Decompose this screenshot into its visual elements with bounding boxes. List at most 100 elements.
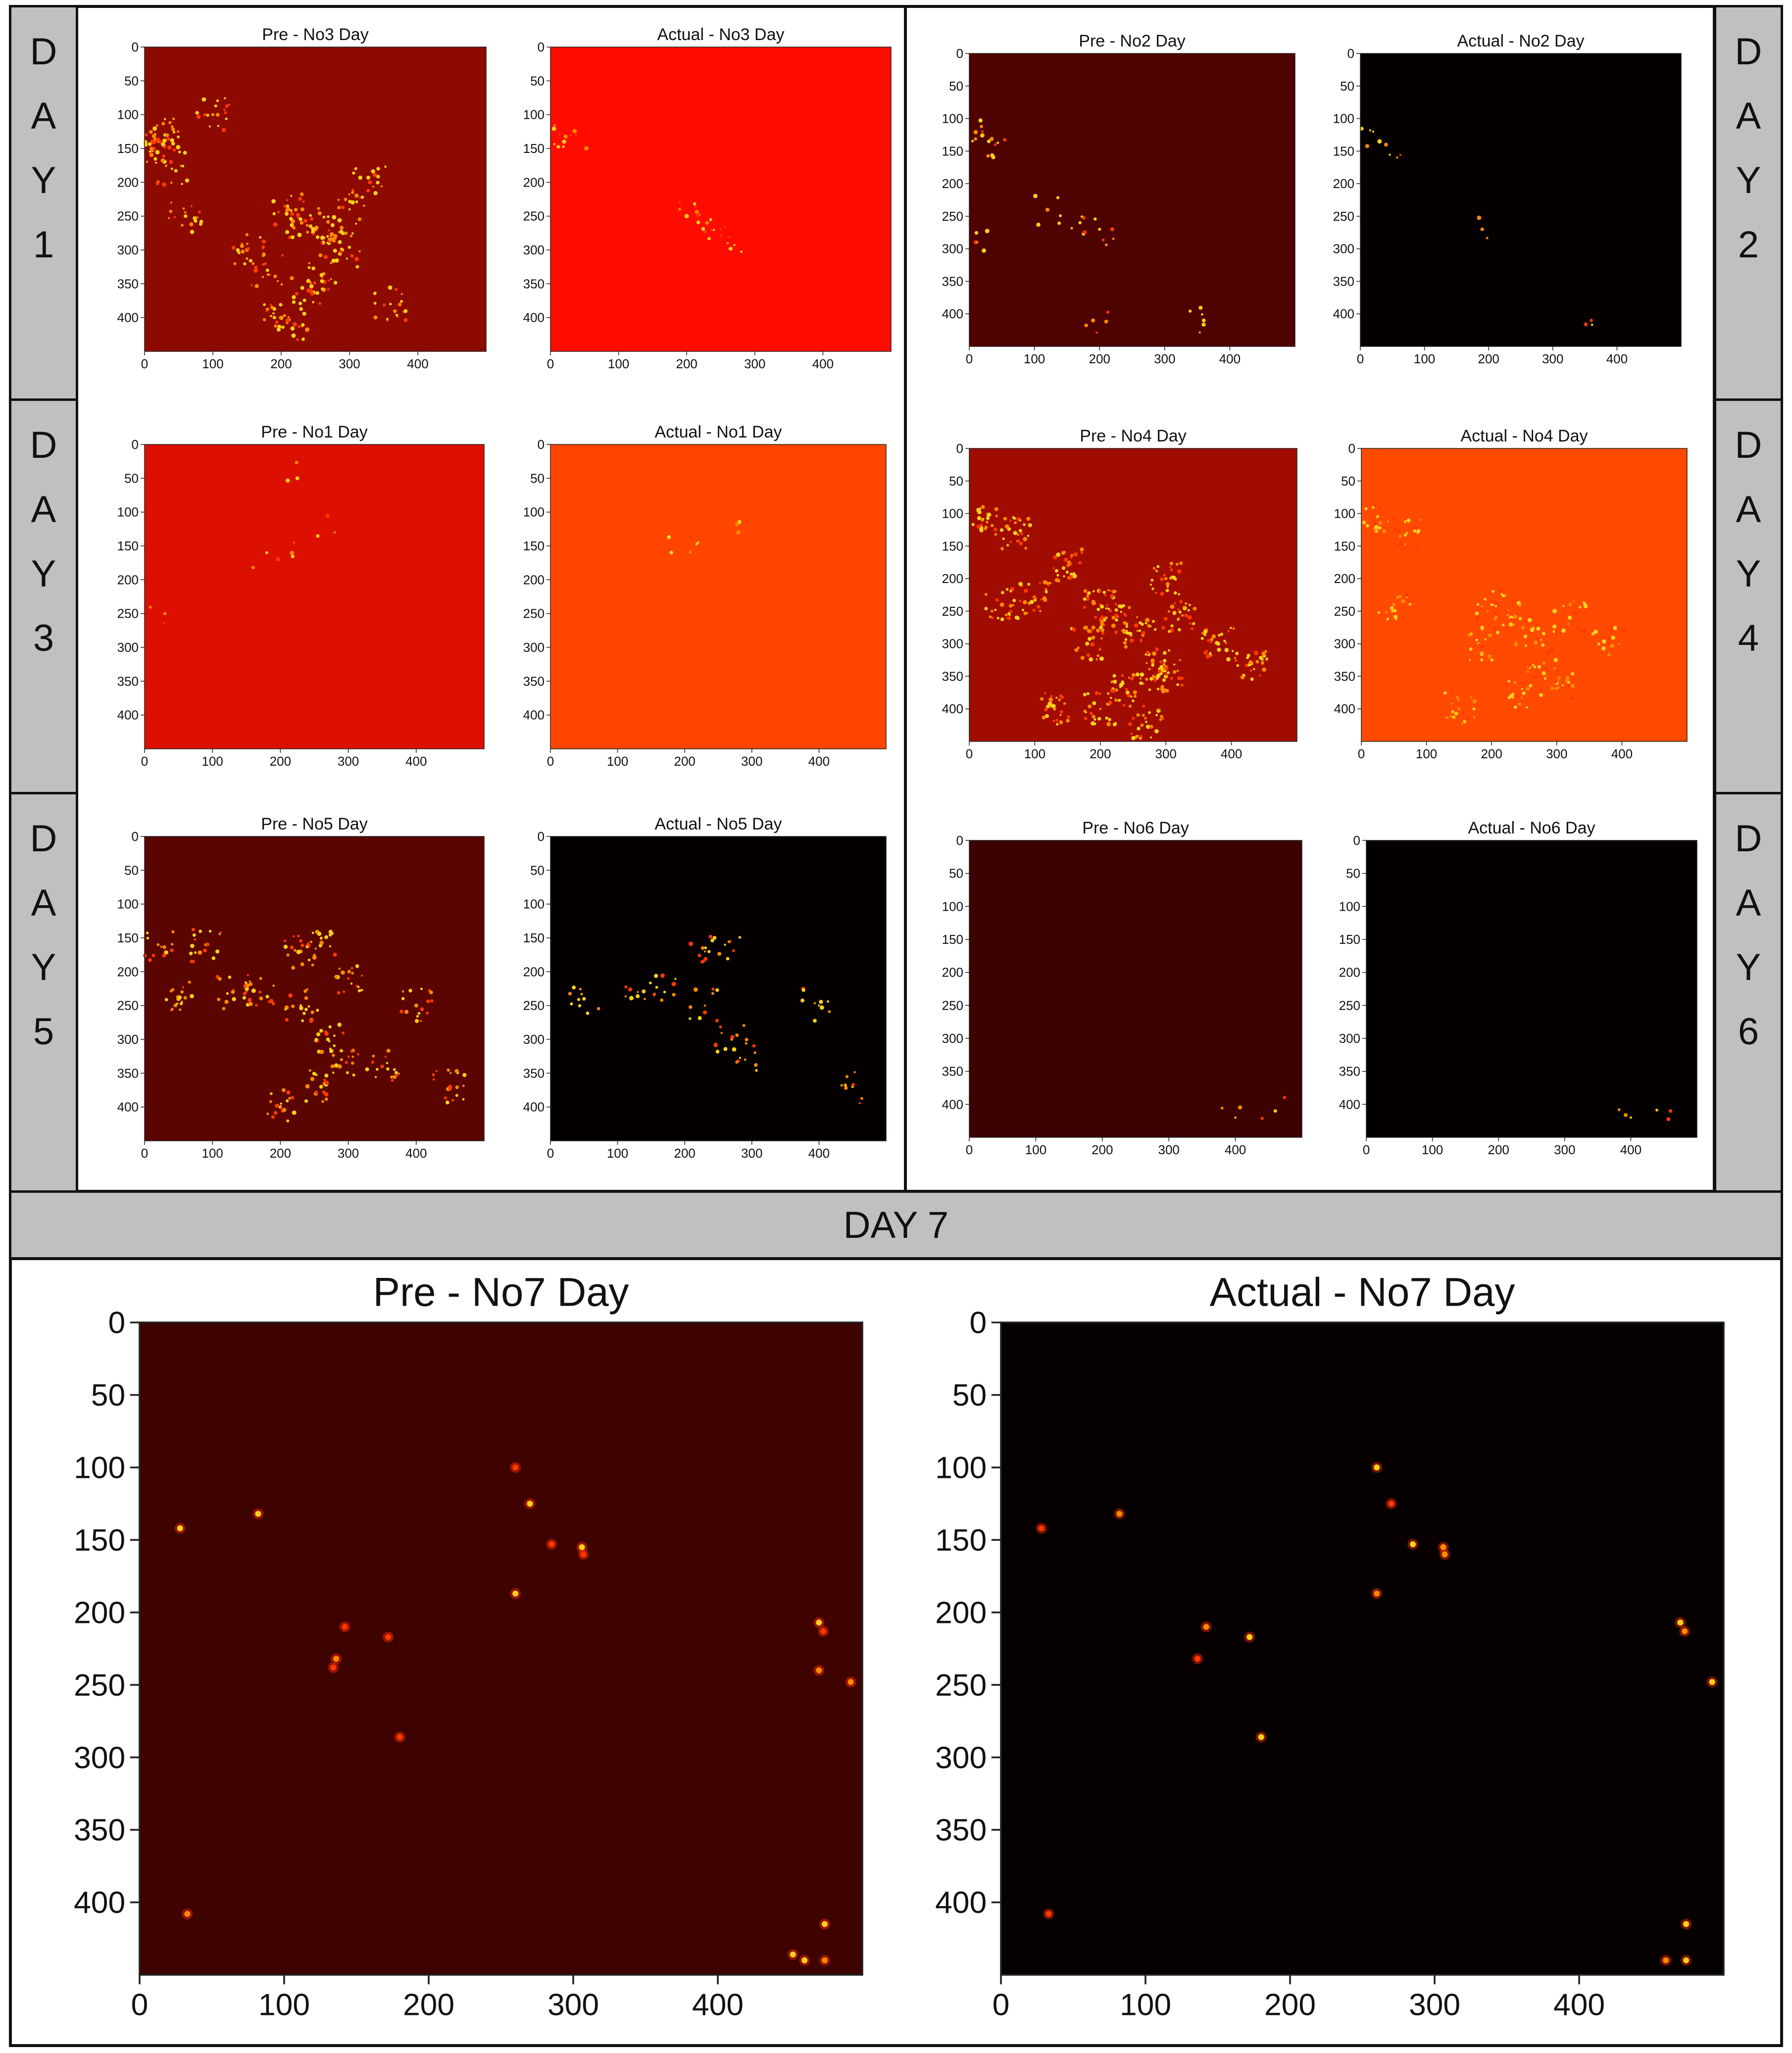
hotspot-point [177,1525,183,1531]
hotspot-point [1072,572,1076,576]
hotspot-point [173,131,176,134]
hotspot-point [689,1005,693,1009]
hotspot-point [1573,611,1578,616]
hotspot-point [845,1075,849,1078]
hotspot-point [1130,732,1133,735]
hotspot-point [279,316,283,320]
panel-title: Pre - No7 Day [373,1270,629,1315]
hotspot-point [1525,644,1527,647]
hotspot-point [343,990,346,993]
y-tick-label: 350 [942,274,963,289]
hotspot-point [376,1068,379,1071]
y-tick-label: 150 [1339,932,1360,947]
hotspot-point [1170,677,1173,680]
hotspot-point [236,248,240,252]
hotspot-point [329,1049,334,1053]
hotspot-point [246,243,249,245]
hotspot-point [717,952,722,956]
hotspot-point [754,1063,758,1067]
hotspot-point [398,1073,400,1075]
hotspot-point [190,994,194,999]
hotspot-point [1019,599,1022,602]
hotspot-point [1170,624,1174,628]
y-tick-label: 100 [942,506,963,521]
hotspot-point [314,1090,318,1094]
hotspot-point [254,284,259,289]
hotspot-point [327,288,330,291]
hotspot-point [211,956,216,960]
hotspot-point [1156,687,1160,690]
hotspot-point [1115,688,1118,692]
hotspot-point [376,175,380,179]
hotspot-point [1451,710,1454,713]
hotspot-group [174,1462,856,1966]
hotspot-point [822,1921,828,1927]
y-tick-label: 150 [942,144,963,158]
day2-char: A [1736,95,1761,137]
day1-char: 1 [33,224,54,266]
hotspot-point [148,142,152,146]
hotspot-point [173,1003,178,1008]
hotspot-point [1080,656,1085,660]
x-tick-label: 200 [270,754,291,769]
hotspot-point [1189,309,1192,313]
hotspot-point [1174,602,1176,605]
hotspot-point [1045,705,1049,708]
y-tick-label: 100 [1333,111,1354,126]
hotspot-point [295,476,299,481]
hotspot-point [1162,678,1166,682]
hotspot-point [701,227,705,231]
hotspot-point [313,281,316,285]
hotspot-point [1223,639,1226,642]
hotspot-point [818,1004,820,1007]
x-tick-label: 0 [141,1146,148,1161]
hotspot-point [1047,584,1050,587]
x-tick-label: 400 [405,1146,427,1161]
hotspot-point [1254,650,1258,655]
hotspot-point [280,1102,283,1105]
hotspot-point [1391,610,1394,613]
hotspot-point [1164,666,1169,671]
y-tick-label: 350 [74,1813,125,1848]
day6-char: D [1735,818,1762,860]
hotspot-point [366,176,370,180]
hotspot-point [368,180,372,185]
hotspot-point [976,241,979,244]
hotspot-point [1567,615,1572,620]
hotspot-point [991,617,994,619]
hotspot-point [689,941,693,946]
hotspot-point [198,950,202,955]
hotspot-point [1100,620,1104,624]
hotspot-point [1364,507,1368,511]
hotspot-point [1138,629,1141,633]
hotspot-point [1169,561,1173,566]
hotspot-point [345,1061,348,1064]
hotspot-point [1201,318,1206,323]
hotspot-point [270,1092,273,1095]
hotspot-point [1034,598,1037,602]
hotspot-point [1573,600,1575,603]
hotspot-point [444,1096,448,1100]
hotspot-point [1012,598,1016,602]
hotspot-point [1392,517,1396,521]
hotspot-point [1051,704,1056,708]
hotspot-point [695,542,698,545]
hotspot-point [1100,637,1103,639]
hotspot-point [1104,616,1108,620]
hotspot-point [1099,656,1104,661]
hotspot-point [447,1068,450,1072]
hotspot-point [339,249,343,254]
hotspot-point [1176,669,1179,672]
hotspot-point [1084,323,1088,328]
hotspot-point [1055,696,1058,699]
hotspot-point [451,1099,454,1102]
hotspot-point [1008,604,1013,608]
hotspot-point [286,1090,291,1095]
hotspot-point [1119,683,1124,687]
hotspot-point [1006,544,1009,547]
hotspot-point [1112,238,1115,241]
hotspot-point [355,265,359,269]
hotspot-point [337,218,342,223]
hotspot-point [1177,569,1182,574]
hotspot-point [1110,688,1114,693]
